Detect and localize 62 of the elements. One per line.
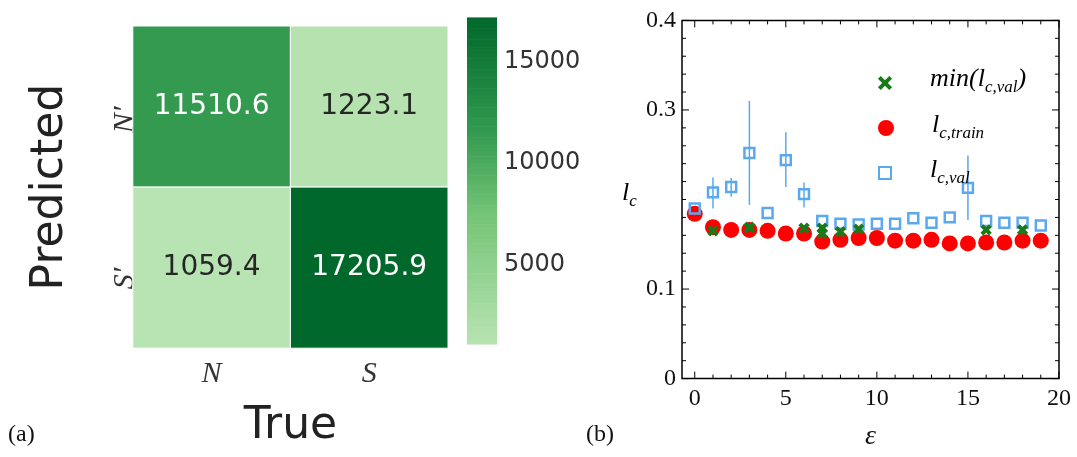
data-label: 17205.9 bbox=[311, 248, 428, 282]
data-label: 1223.1 bbox=[320, 87, 419, 121]
point bbox=[761, 206, 774, 220]
point bbox=[888, 217, 902, 230]
point bbox=[852, 222, 865, 236]
legend-label: l$_{c,train}$ bbox=[932, 107, 985, 144]
point bbox=[925, 216, 938, 229]
point bbox=[724, 180, 738, 194]
point bbox=[743, 221, 756, 234]
x-tick-label: 15 bbox=[955, 384, 980, 411]
color-bar-label: 5000 bbox=[504, 248, 566, 277]
y-tick-label: 0.4 bbox=[646, 5, 676, 32]
y-axis-title: Predicted bbox=[20, 83, 72, 291]
legend-label: l$_{c,val}$ bbox=[930, 152, 970, 189]
point bbox=[941, 235, 958, 252]
data-label: 11510.6 bbox=[153, 87, 270, 121]
point bbox=[797, 221, 811, 235]
data-label: 1059.4 bbox=[162, 248, 261, 282]
x-tick-label: 0 bbox=[688, 384, 701, 411]
point bbox=[1034, 219, 1047, 232]
point bbox=[887, 232, 904, 249]
legend-label: min(l$_{c,val}$) bbox=[930, 62, 1027, 99]
point bbox=[907, 212, 920, 225]
point bbox=[797, 187, 811, 201]
x-axis-title: ε bbox=[864, 418, 877, 450]
x-axis-title: True bbox=[242, 397, 338, 449]
x-tick-label: 10 bbox=[864, 384, 889, 411]
point bbox=[943, 211, 956, 224]
point bbox=[905, 232, 922, 249]
y-axis-title: l$_{c}$ bbox=[622, 175, 637, 212]
point bbox=[959, 235, 976, 252]
point bbox=[868, 230, 885, 247]
point bbox=[759, 222, 776, 239]
point bbox=[706, 224, 720, 238]
point bbox=[998, 216, 1011, 229]
color-bar-label: 10000 bbox=[504, 147, 581, 176]
point bbox=[923, 231, 940, 248]
point bbox=[1032, 232, 1049, 249]
point bbox=[1014, 232, 1031, 249]
point bbox=[777, 225, 794, 242]
point bbox=[978, 234, 995, 251]
point bbox=[834, 225, 847, 238]
x-tick-label: 5 bbox=[779, 384, 792, 411]
y-tick-label: N′ bbox=[105, 106, 139, 135]
color-bar-label: 15000 bbox=[504, 46, 581, 75]
point bbox=[723, 221, 740, 238]
x-tick-label: 20 bbox=[1047, 384, 1071, 411]
y-tick-label: S′ bbox=[105, 267, 139, 290]
point bbox=[996, 234, 1013, 251]
text: (b) bbox=[586, 420, 614, 447]
y-tick-label: 0.1 bbox=[646, 274, 676, 301]
point bbox=[779, 153, 793, 167]
x-tick-label: S bbox=[361, 355, 377, 389]
y-tick-label: 0.3 bbox=[646, 95, 676, 122]
x-tick-label: N bbox=[200, 355, 224, 389]
point bbox=[688, 202, 701, 215]
point bbox=[743, 146, 756, 160]
point bbox=[979, 223, 993, 237]
point bbox=[1016, 223, 1029, 237]
text: (a) bbox=[8, 420, 35, 447]
point bbox=[706, 186, 720, 199]
point bbox=[870, 217, 884, 230]
